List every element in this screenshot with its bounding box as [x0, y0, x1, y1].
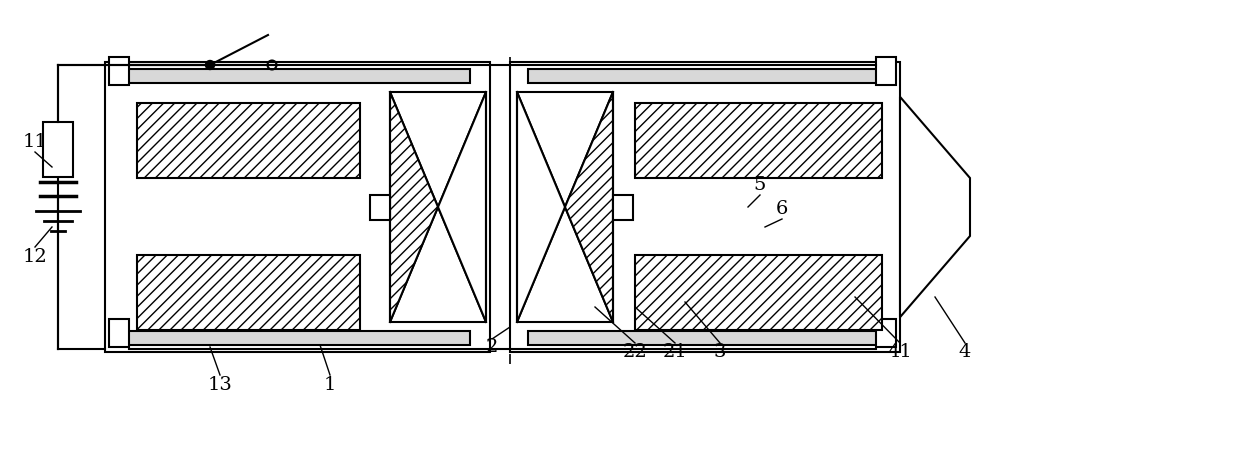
Bar — [136, 103, 361, 178]
Text: 11: 11 — [22, 133, 47, 151]
Bar — [635, 103, 882, 178]
Circle shape — [206, 60, 215, 69]
Polygon shape — [438, 92, 486, 322]
Bar — [528, 69, 880, 83]
Text: 21: 21 — [662, 343, 687, 361]
Text: 2: 2 — [486, 338, 498, 356]
Bar — [613, 195, 632, 219]
Text: 3: 3 — [714, 343, 727, 361]
Polygon shape — [565, 92, 613, 322]
Text: 4: 4 — [959, 343, 971, 361]
Text: 41: 41 — [888, 343, 913, 361]
Bar — [43, 122, 73, 177]
Polygon shape — [900, 97, 970, 317]
Bar — [109, 319, 129, 347]
Bar — [109, 57, 129, 85]
Text: 12: 12 — [22, 248, 47, 266]
Bar — [136, 255, 361, 330]
Bar — [123, 331, 470, 345]
Bar — [635, 255, 882, 330]
Bar — [105, 62, 490, 352]
Bar — [875, 57, 897, 85]
Bar — [875, 319, 897, 347]
Text: 13: 13 — [207, 376, 232, 394]
Bar — [517, 92, 613, 322]
Text: 5: 5 — [754, 176, 766, 194]
Bar — [391, 92, 486, 322]
Text: 22: 22 — [622, 343, 647, 361]
Text: 6: 6 — [776, 200, 789, 218]
Bar — [370, 195, 391, 219]
Bar — [510, 62, 900, 352]
Bar — [123, 69, 470, 83]
Polygon shape — [517, 92, 565, 322]
Bar — [528, 331, 880, 345]
Polygon shape — [391, 92, 438, 322]
Text: 1: 1 — [324, 376, 336, 394]
